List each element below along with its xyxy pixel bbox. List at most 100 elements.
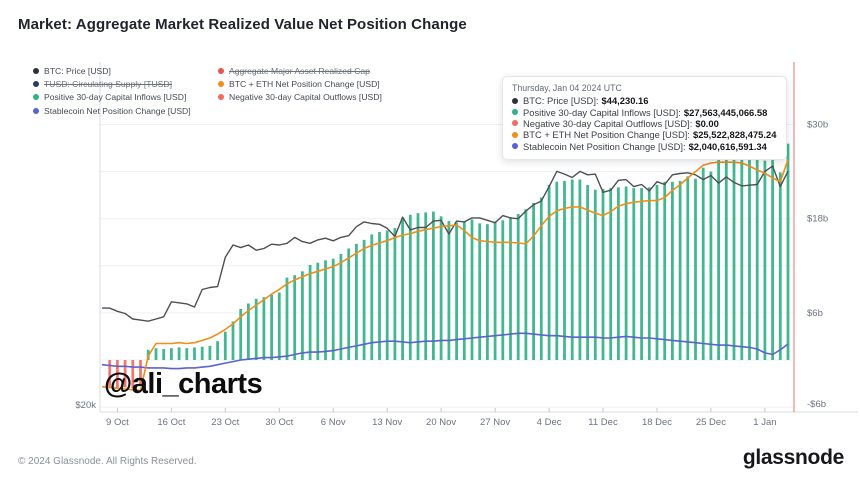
legend-item[interactable]: Stablecoin Net Position Change [USD] — [33, 104, 218, 117]
bar — [347, 248, 351, 360]
bar — [424, 212, 428, 360]
legend-column-2: Aggregate Major Asset Realized Cap BTC + … — [218, 64, 382, 117]
watermark: @ali_charts — [104, 368, 263, 400]
legend-dot-icon — [218, 80, 224, 87]
tooltip-row: BTC + ETH Net Position Change [USD]: $25,… — [512, 129, 776, 140]
x-axis-label: 20 Nov — [426, 417, 456, 428]
bar — [239, 309, 243, 360]
bar — [285, 277, 289, 360]
legend-dot-icon — [218, 94, 224, 101]
bar — [671, 181, 674, 360]
legend-dot-icon — [33, 107, 39, 114]
x-axis-label: 30 Oct — [265, 417, 293, 428]
bar — [701, 167, 705, 360]
tooltip-row-label: BTC: Price [USD]: — [523, 95, 599, 107]
bar — [732, 149, 736, 360]
tooltip-row-label: BTC + ETH Net Position Change [USD]: — [523, 129, 690, 141]
bar — [339, 254, 343, 360]
bar — [778, 172, 782, 360]
bar — [131, 360, 135, 389]
bar — [462, 221, 466, 360]
page-title: Market: Aggregate Market Realized Value … — [18, 16, 467, 33]
x-axis-label: 1 Jan — [753, 417, 776, 428]
bar — [277, 292, 281, 360]
bar — [447, 221, 451, 360]
x-axis-label: 25 Dec — [696, 417, 726, 428]
tooltip-row-value: $27,563,445,066.58 — [683, 106, 768, 118]
tooltip-row-value: $0.00 — [695, 117, 719, 129]
bar — [609, 188, 613, 360]
series-bars-negative-outflows — [108, 360, 142, 389]
bar — [231, 321, 235, 360]
tooltip-row: BTC: Price [USD]: $44,230.16 — [512, 95, 776, 106]
bar — [617, 187, 620, 360]
bar — [570, 179, 574, 360]
bar — [509, 217, 512, 360]
legend-item[interactable]: BTC: Price [USD] — [33, 64, 218, 77]
bar — [578, 179, 582, 360]
series-bars-positive-inflows — [146, 143, 790, 360]
y-axis-label-right: $6b — [807, 308, 823, 319]
tooltip-date: Thursday, Jan 04 2024 UTC — [512, 83, 622, 93]
legend-item[interactable]: BTC + ETH Net Position Change [USD] — [218, 77, 382, 90]
bar — [370, 234, 374, 360]
bar — [563, 181, 566, 360]
x-axis-label: 4 Dec — [537, 417, 562, 428]
legend-item-label: BTC: Price [USD] — [44, 65, 111, 76]
tooltip-row: Negative 30-day Capital Outflows [USD]: $… — [512, 118, 776, 129]
bar — [647, 187, 651, 360]
bar — [162, 349, 166, 360]
bar — [709, 171, 713, 360]
bar — [139, 360, 142, 386]
bar — [539, 197, 543, 360]
bar — [717, 149, 720, 360]
chart-legend: BTC: Price [USD] TUSD: Circulating Supply… — [33, 64, 382, 117]
bar — [755, 157, 759, 360]
bar — [401, 218, 404, 360]
bar — [416, 213, 420, 360]
bar — [331, 258, 335, 360]
bar — [763, 160, 767, 360]
bar — [655, 184, 659, 360]
x-axis-label: 18 Dec — [642, 417, 672, 428]
legend-dot-icon — [33, 67, 39, 74]
bar — [247, 303, 250, 360]
legend-item[interactable]: Aggregate Major Asset Realized Cap — [218, 64, 382, 77]
bar — [740, 153, 744, 360]
tooltip-row-value: $2,040,616,591.34 — [688, 140, 767, 152]
legend-item[interactable]: Negative 30-day Capital Outflows [USD] — [218, 91, 382, 104]
chart-tooltip: Thursday, Jan 04 2024 UTC BTC: Price [US… — [502, 76, 788, 160]
bar — [324, 260, 327, 360]
tooltip-rows: BTC: Price [USD]: $44,230.16 Positive 30-d… — [512, 95, 776, 152]
series-line-btc-eth-net-position-change-usd- — [101, 159, 789, 392]
bar — [470, 219, 474, 360]
bar — [154, 348, 158, 360]
legend-item[interactable]: TUSD: Circulating Supply [TUSD] — [33, 77, 218, 90]
bar — [663, 181, 667, 360]
bar — [123, 360, 127, 388]
tooltip-dot-icon — [512, 131, 518, 138]
bar — [478, 223, 482, 360]
x-axis-label: 11 Dec — [588, 417, 618, 428]
bar — [601, 188, 605, 360]
legend-item[interactable]: Positive 30-day Capital Inflows [USD] — [33, 91, 218, 104]
legend-dot-icon — [218, 67, 224, 74]
legend-item-label: Negative 30-day Capital Outflows [USD] — [229, 92, 382, 103]
footer-copyright: © 2024 Glassnode. All Rights Reserved. — [18, 456, 197, 467]
bar — [486, 224, 489, 360]
bar — [771, 159, 774, 360]
bar — [555, 181, 559, 360]
bar — [724, 152, 728, 360]
legend-dot-icon — [33, 94, 39, 101]
bar — [116, 360, 119, 389]
bar — [455, 222, 458, 360]
x-axis-label: 6 Nov — [321, 417, 346, 428]
legend-item-label: BTC + ETH Net Position Change [USD] — [229, 78, 380, 89]
y-axis-label-right: -$6b — [807, 399, 826, 410]
legend-item-label: Positive 30-day Capital Inflows [USD] — [44, 92, 187, 103]
legend-dot-icon — [33, 80, 39, 87]
series-line-stablecoin-net-position-change-usd- — [101, 332, 789, 370]
bar — [185, 348, 189, 360]
